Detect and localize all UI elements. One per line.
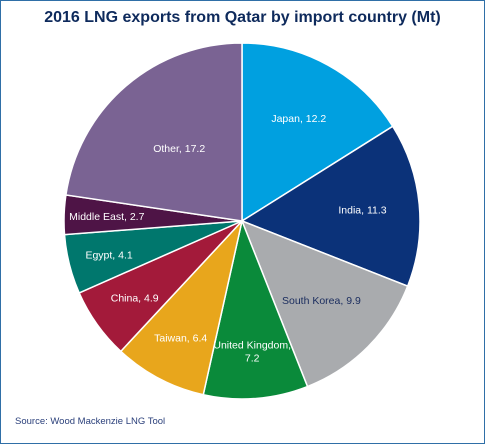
- pie-label-taiwan: Taiwan, 6.4: [154, 333, 207, 345]
- chart-source: Source: Wood Mackenzie LNG Tool: [15, 416, 166, 427]
- pie-slice-india: [240, 125, 421, 288]
- pie-labels: Japan, 12.2 India, 11.3 South Korea, 9.9 Un…: [69, 113, 387, 364]
- pie-slices: [63, 42, 421, 400]
- pie-slice-other: [65, 42, 243, 222]
- pie-label-egypt: Egypt, 4.1: [85, 249, 132, 261]
- pie-label-united-kingdom: United Kingdom, 7.2: [213, 340, 291, 365]
- pie-slice-japan: [241, 42, 394, 223]
- chart-title: 2016 LNG exports from Qatar by import co…: [44, 9, 441, 26]
- pie-slice-south-korea: [240, 219, 409, 388]
- pie-label-china: China, 4.9: [111, 292, 159, 304]
- pie-slice-united-kingdom: [202, 218, 309, 400]
- pie-label-india: India, 11.3: [338, 205, 386, 217]
- pie-label-other: Other, 17.2: [153, 143, 205, 155]
- pie-slice-taiwan: [119, 218, 244, 396]
- pie-label-south-korea: South Korea, 9.9: [282, 295, 361, 307]
- pie-label-middle-east: Middle East, 2.7: [69, 211, 144, 223]
- pie-label-japan: Japan, 12.2: [271, 113, 326, 125]
